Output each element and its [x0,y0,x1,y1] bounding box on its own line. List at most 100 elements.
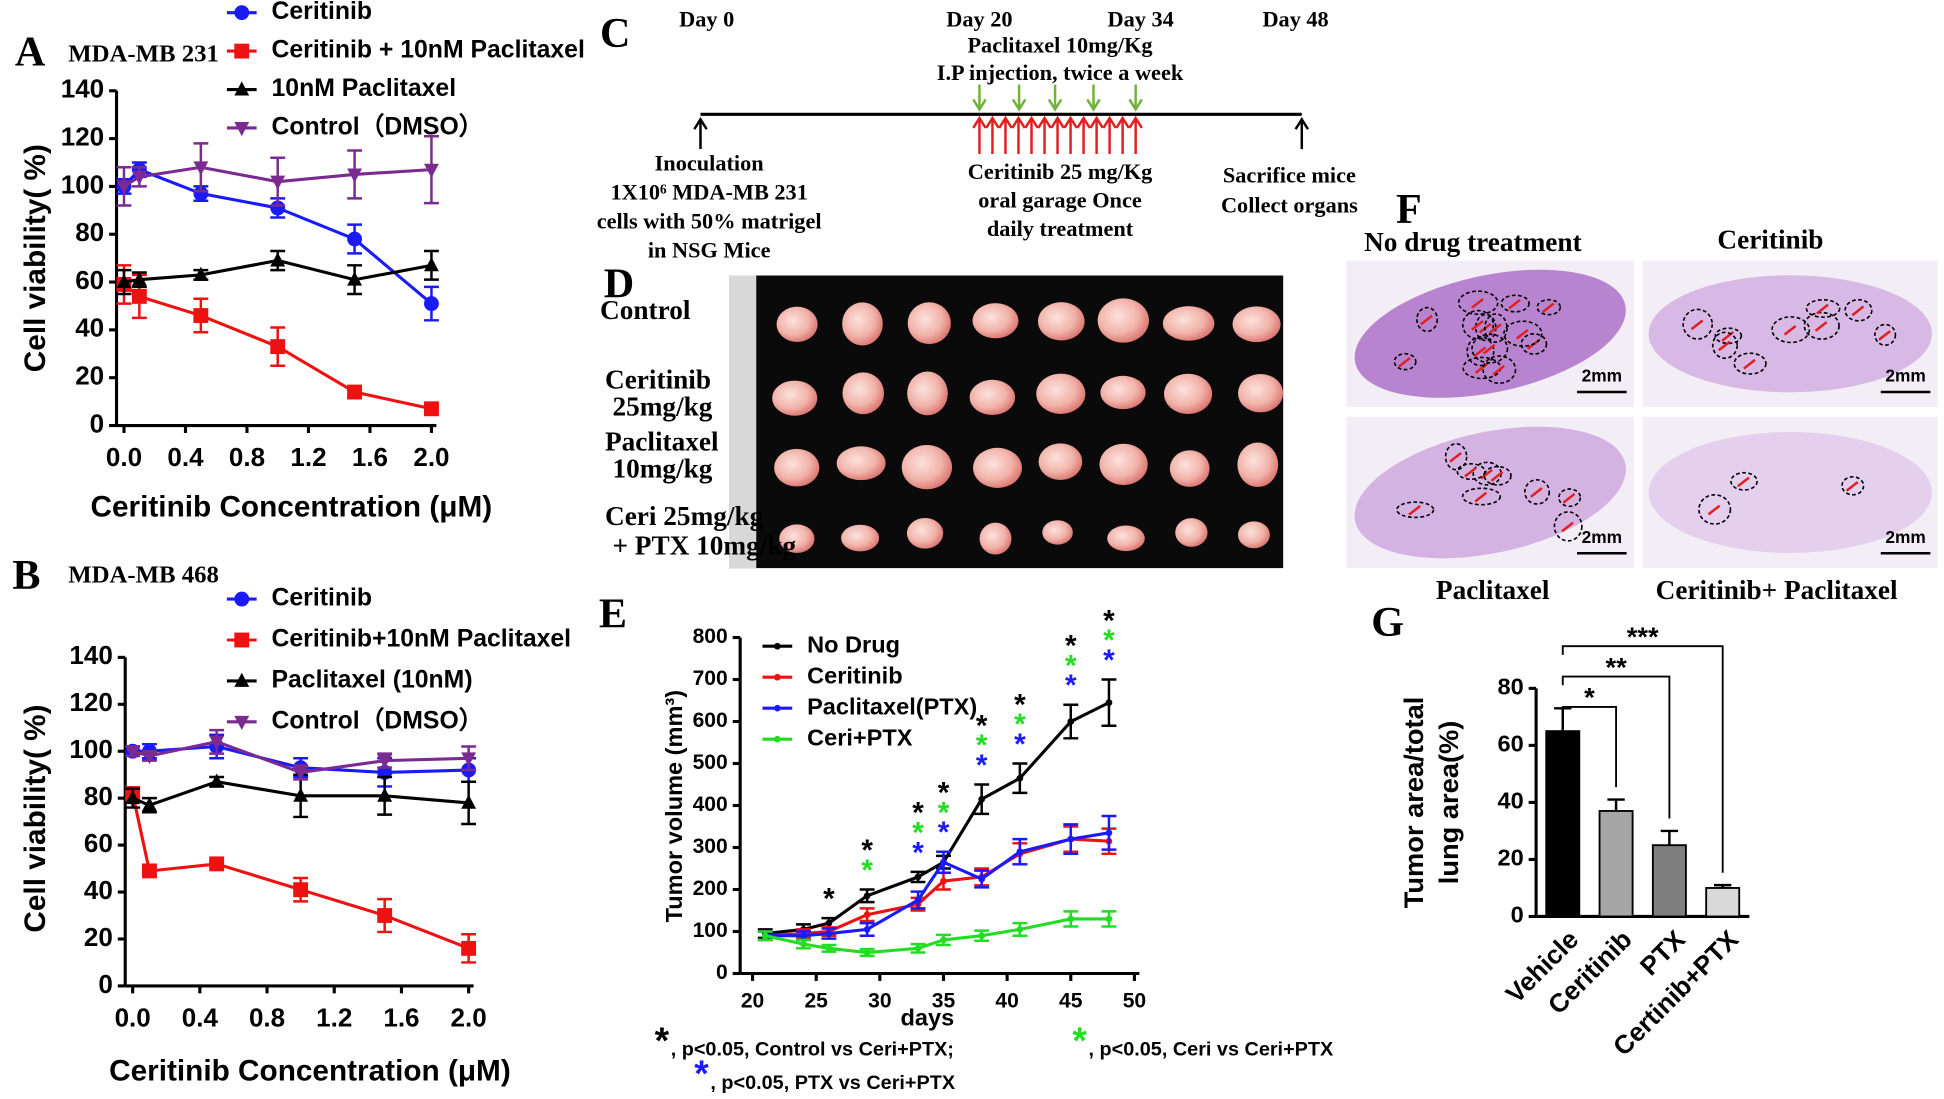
significance-star: * [938,777,950,810]
ruler [729,275,757,569]
marker [377,908,393,923]
legend-label: Paclitaxel(PTX) [807,693,977,719]
start-arrow-head [693,116,708,130]
bar [1598,810,1634,918]
note-text: , p<0.05, Ceri vs Ceri+PTX [1089,1039,1334,1061]
marker [142,797,157,812]
significance-label: *** [1627,621,1659,652]
marker [347,231,363,247]
marker [1105,829,1113,837]
tumor-arrow [1515,328,1529,340]
significance-star: * [912,817,924,850]
panel-letter: B [12,552,40,599]
y-tick-label: 40 [84,875,113,905]
tumor-outline [1844,298,1873,322]
scale-label: 2mm [1885,527,1926,547]
tumor [842,372,885,415]
marker [940,936,947,944]
marker [914,873,922,881]
end-arrow-head [1294,116,1310,130]
tumor-arrow [1398,356,1411,368]
x-axis-label: Ceritinib Concentration (μM) [109,1055,511,1088]
marker [940,877,947,885]
x-tick-label: 1.6 [352,442,388,472]
tumor [907,371,948,416]
legend-marker [234,81,250,96]
tumor-arrow [1737,476,1750,488]
marker [293,766,309,781]
marker [131,170,147,186]
tumor-arrow [1707,504,1721,516]
y-axis-label: Cell viability( %) [19,144,52,372]
note-text: , p<0.05, Control vs Ceri+PTX; [671,1039,954,1061]
tumor-arrow [1482,343,1496,355]
paclitaxel-text: Paclitaxel 10mg/Kg [967,33,1152,58]
significance-star: * [976,729,988,762]
marker [193,266,209,281]
tumor-outline [1682,308,1714,340]
x-tick-label: 30 [868,990,891,1013]
comparison-bracket [1561,675,1671,819]
y-tick-label: 300 [693,835,728,858]
significance-star: * [1014,728,1026,761]
significance-star: * [938,796,950,829]
significance-star: * [1014,688,1026,721]
y-tick-label: 60 [84,828,113,858]
tumor [1237,521,1270,549]
y-tick-label: 140 [69,640,112,670]
y-axis-label: lung area(%) [1433,721,1464,885]
tumor-outline [1698,493,1732,525]
day-label: Day 48 [1262,6,1328,31]
tumor-arrow [1718,340,1731,352]
significance-star: * [912,797,924,830]
y-tick-label: 400 [693,793,728,816]
tumor [1107,525,1145,552]
legend-marker [234,122,250,137]
marker [1067,718,1075,725]
legend-marker [234,715,250,731]
y-tick-label: 600 [693,709,728,732]
marker [978,875,986,883]
significance-star: * [861,854,873,887]
y-axis-label: Tumor area/total [1398,697,1429,909]
x-tick-label: 0.8 [249,1002,285,1032]
y-axis-label: Cell viability( %) [19,704,52,932]
tumor-outline [1841,476,1865,496]
inoculation-text: 1X10⁶ MDA-MB 231 [610,179,807,204]
tumor [841,524,880,552]
marker [209,735,225,751]
tumor-outline [1416,306,1439,333]
marker [142,863,157,879]
tumor [1237,374,1284,413]
tumor-outline [1730,471,1758,491]
oral-arrow-head [1011,115,1026,129]
oral-arrow-head [1115,115,1130,129]
chart-title: MDA-MB 468 [68,561,219,588]
endpoint-text: Sacrifice mice [1223,163,1356,188]
lung-section [1354,426,1626,559]
marker [940,858,947,866]
panel-letter: D [604,261,634,308]
tumor-outline [1874,323,1897,346]
marker [347,168,363,183]
marker [978,932,986,940]
marker [863,911,871,919]
tumor-outline [1520,333,1548,355]
day-label: Day 20 [946,6,1012,31]
legend-label: Control（DMSO） [272,705,484,734]
oral-arrow-head [985,115,1000,129]
marker [125,789,141,805]
error-bar [1660,829,1679,846]
tumor [1169,450,1210,487]
tumor-outline [1500,294,1530,313]
tumor-outline [1733,352,1767,375]
x-tick-label: 25 [804,990,828,1013]
tumor-arrow [1816,303,1829,315]
significance-star: * [1065,669,1077,702]
legend-label: Ceritinib + 10nM Paclitaxel [272,37,585,64]
tumor [774,448,820,487]
tumor-arrow [1562,492,1576,504]
legend-label: Ceritinib [807,662,903,688]
marker [209,856,225,872]
legend-marker [774,673,781,681]
